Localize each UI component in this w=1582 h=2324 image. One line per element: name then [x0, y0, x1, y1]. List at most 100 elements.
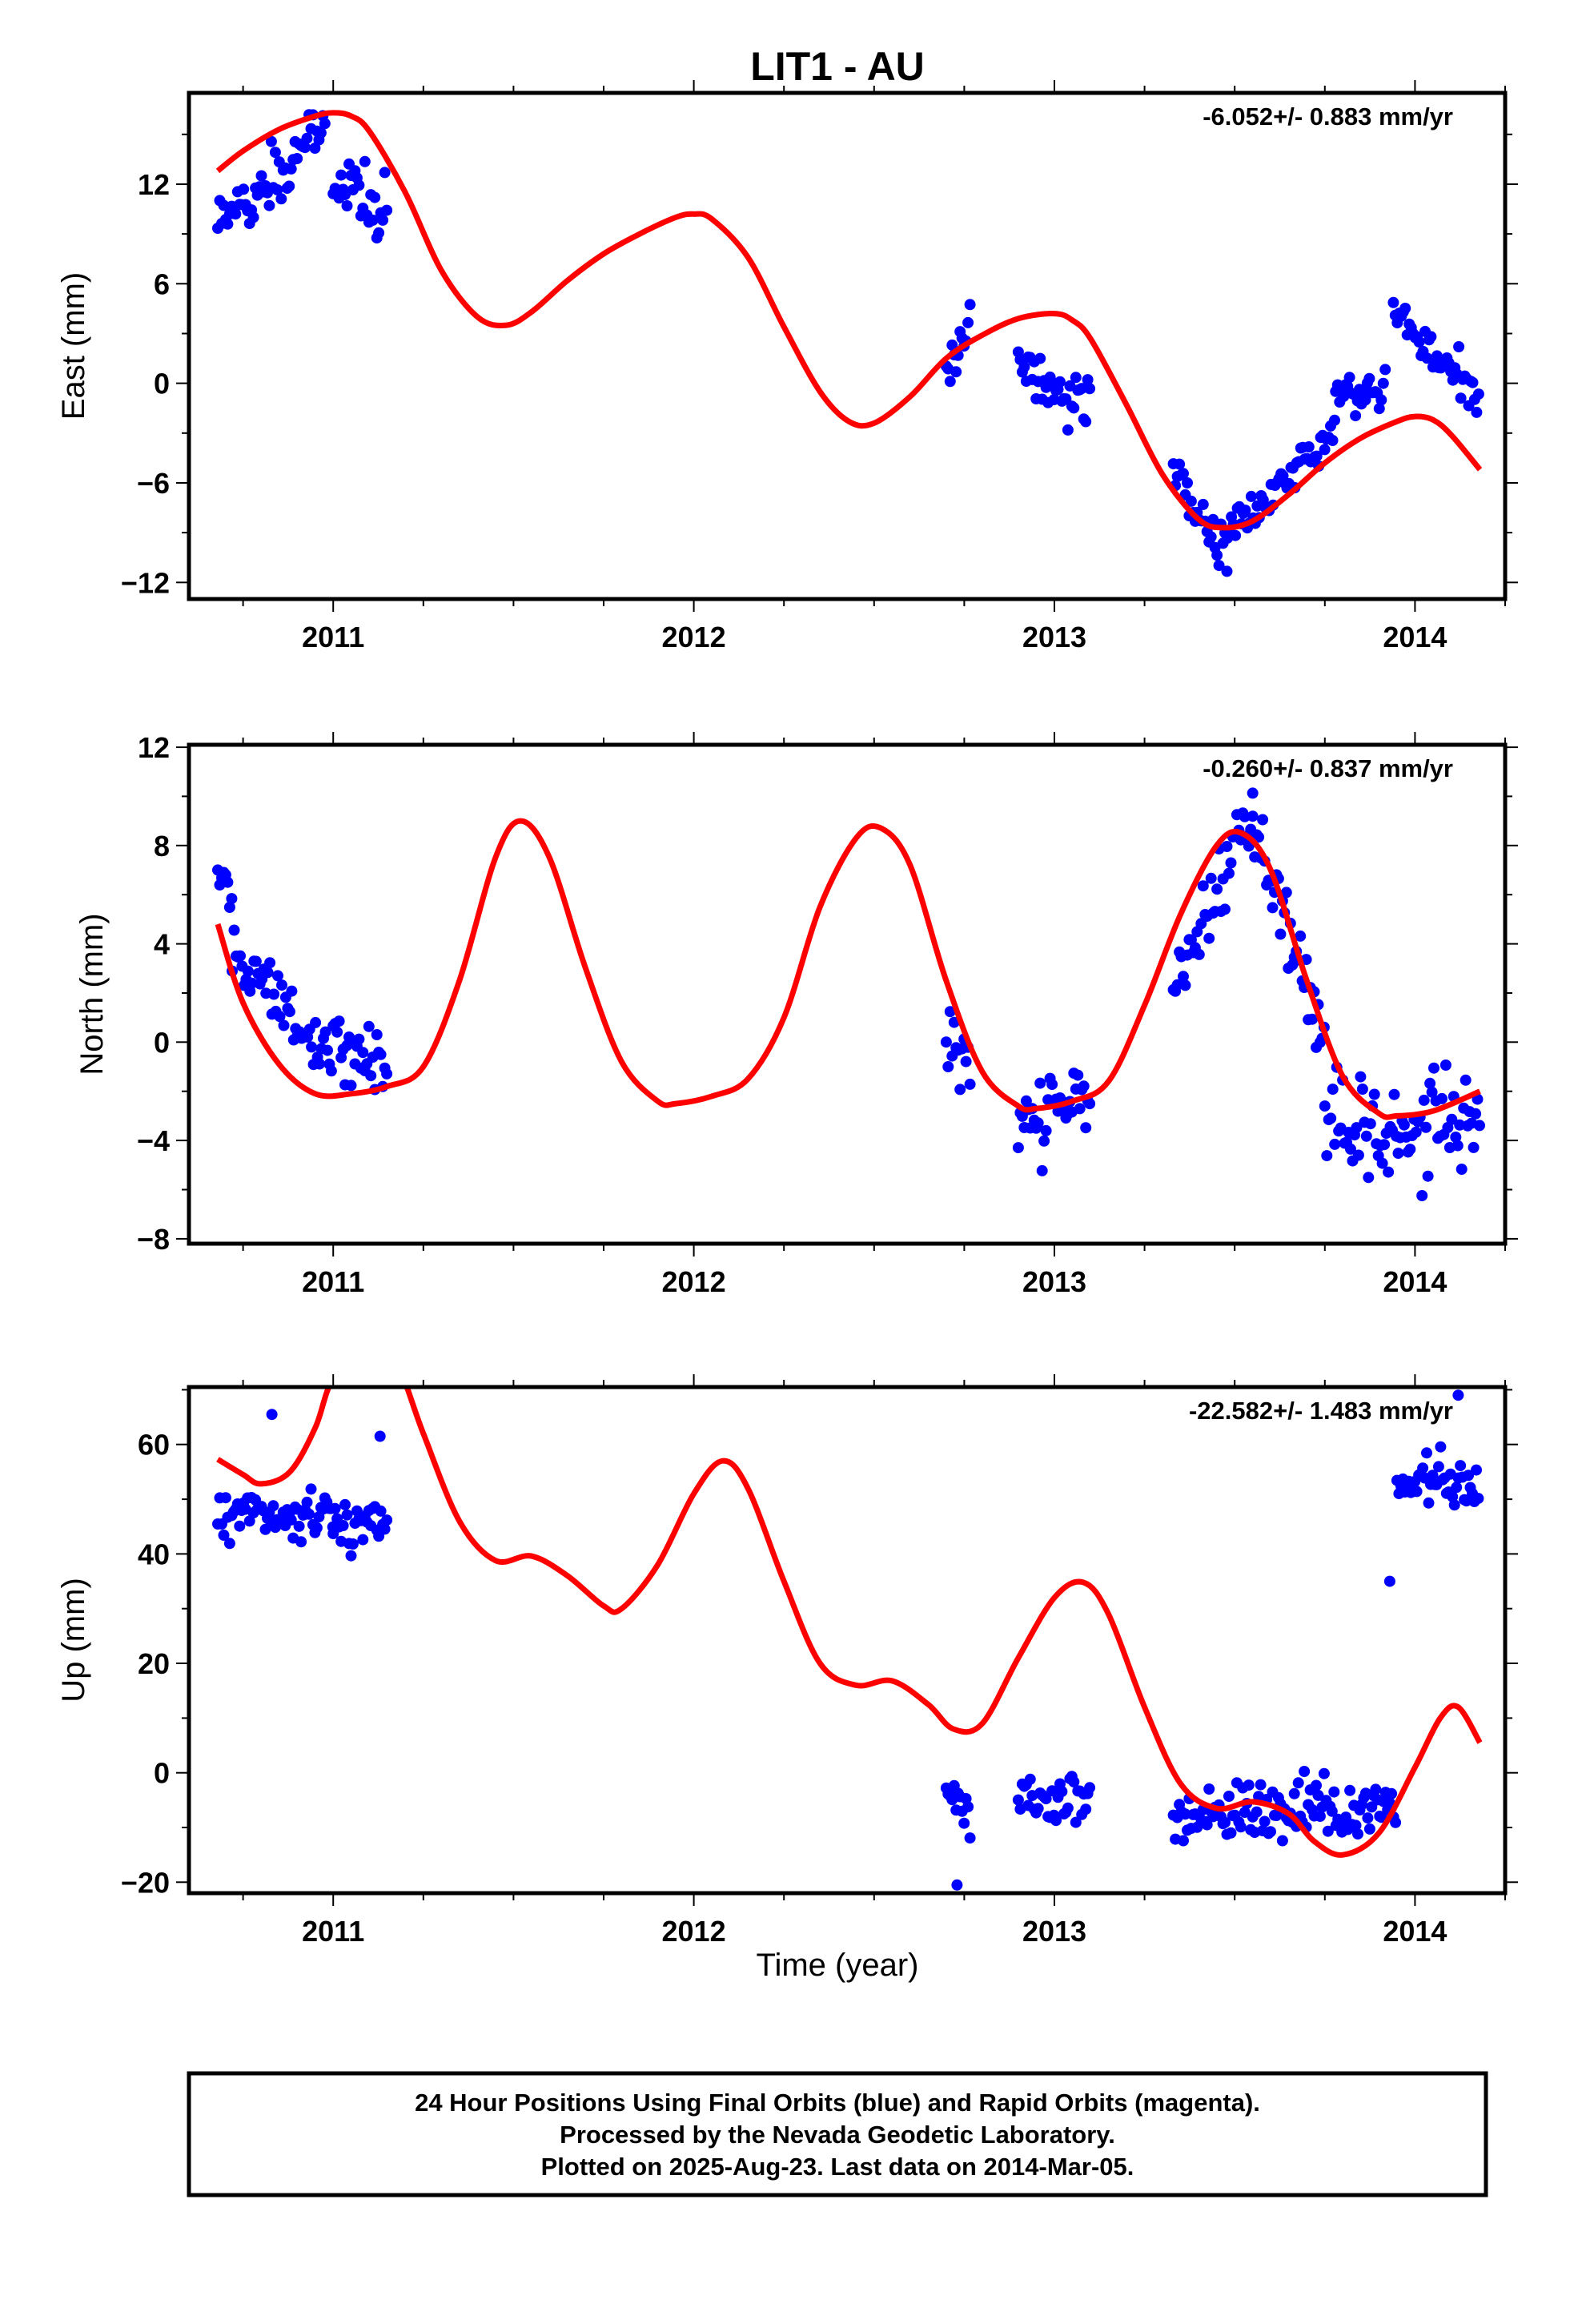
x-tick-label: 2011 [302, 621, 364, 653]
data-point [1076, 383, 1088, 395]
data-point [1253, 831, 1265, 843]
data-point [1084, 1098, 1096, 1110]
data-point [1383, 1575, 1395, 1587]
data-point [335, 169, 347, 181]
data-point [1416, 1190, 1428, 1201]
data-point [373, 227, 385, 239]
data-point [1038, 1135, 1050, 1147]
data-point [1084, 383, 1096, 395]
data-point [235, 950, 246, 962]
data-point [1245, 490, 1257, 502]
data-point [1423, 1497, 1435, 1509]
data-point [1203, 1783, 1215, 1795]
data-point [1420, 1121, 1432, 1133]
data-point [1174, 458, 1186, 470]
data-point [1201, 1819, 1213, 1831]
data-point [1425, 331, 1437, 343]
data-point [1314, 1811, 1326, 1822]
data-point [375, 1505, 387, 1517]
data-point [381, 1514, 393, 1526]
x-tick-label: 2011 [302, 1265, 364, 1298]
data-point [1267, 902, 1279, 914]
data-point [1225, 857, 1237, 869]
x-tick-label: 2012 [662, 1915, 726, 1948]
data-point [283, 180, 295, 192]
x-tick-label: 2013 [1022, 621, 1086, 653]
data-point [1225, 1827, 1237, 1839]
data-point [1410, 1126, 1422, 1138]
data-point [381, 204, 393, 216]
data-point [1398, 1119, 1410, 1131]
data-point [1074, 1103, 1086, 1115]
data-point [1084, 1782, 1096, 1794]
data-point [1032, 1117, 1044, 1129]
data-point [1054, 376, 1066, 388]
data-point [1455, 392, 1467, 404]
data-point [1355, 1071, 1367, 1083]
data-point [1179, 1808, 1191, 1820]
data-point [1046, 1079, 1058, 1091]
data-point [291, 153, 303, 164]
data-point [238, 183, 250, 195]
data-point [1390, 1816, 1402, 1828]
data-point [1070, 1816, 1082, 1828]
east-panel: 2011 2012 2013 2014 12 6 0 −6 −12 East (mm) -6.052… [56, 80, 1518, 653]
data-point [219, 1492, 231, 1504]
data-point [1413, 336, 1425, 348]
plot-frame [187, 90, 1508, 601]
data-point [1265, 1826, 1276, 1838]
data-point [1383, 1796, 1395, 1808]
data-point [265, 135, 277, 147]
data-point [946, 339, 958, 351]
model-curve [216, 1387, 1483, 1858]
data-point [1018, 361, 1030, 373]
data-point [1213, 560, 1225, 572]
data-point [1034, 1077, 1046, 1089]
data-point [1307, 1013, 1318, 1025]
data-point [250, 955, 262, 967]
data-point [1197, 498, 1209, 510]
caption-frame [187, 2071, 1488, 2197]
data-point [1432, 1461, 1444, 1473]
data-point [964, 1832, 976, 1844]
data-point [264, 957, 276, 969]
data-point [319, 118, 331, 130]
y-tick-label: 0 [154, 1757, 170, 1790]
data-point [359, 155, 371, 167]
data-point [311, 1522, 323, 1534]
data-point [247, 211, 259, 223]
x-axis-label: Time (year) [757, 1948, 919, 1983]
y-tick-label: 8 [154, 830, 170, 862]
caption-box: 24 Hour Positions Using Final Orbits (bl… [187, 2071, 1488, 2197]
data-point [299, 142, 311, 154]
data-point [1362, 1812, 1374, 1824]
data-point [1243, 1779, 1255, 1791]
data-point [1350, 410, 1362, 422]
data-point [353, 1033, 365, 1045]
data-point [1280, 887, 1292, 899]
data-point [1329, 414, 1340, 426]
y-tick-label: 60 [138, 1429, 170, 1462]
data-point [267, 1500, 279, 1512]
data-point [1451, 1482, 1463, 1494]
data-point [374, 1430, 386, 1442]
data-point [1070, 372, 1082, 384]
data-point [950, 366, 962, 378]
data-point [1080, 1122, 1092, 1134]
data-point [375, 1048, 387, 1060]
velocity-annotation: -22.582+/- 1.483 mm/yr [1189, 1397, 1453, 1425]
data-point [363, 1020, 375, 1032]
data-point [1452, 1389, 1464, 1401]
y-tick-label: −8 [137, 1223, 170, 1256]
x-tick-label: 2014 [1383, 621, 1447, 653]
data-point [1352, 1828, 1363, 1840]
data-point [1343, 372, 1355, 384]
data-point [301, 132, 313, 144]
data-point [1470, 1108, 1482, 1120]
data-point [1356, 1084, 1368, 1095]
data-point [305, 1483, 317, 1495]
data-point [1205, 872, 1217, 884]
data-point [325, 1065, 337, 1077]
data-point [228, 924, 240, 936]
x-tick-label: 2014 [1383, 1915, 1447, 1948]
